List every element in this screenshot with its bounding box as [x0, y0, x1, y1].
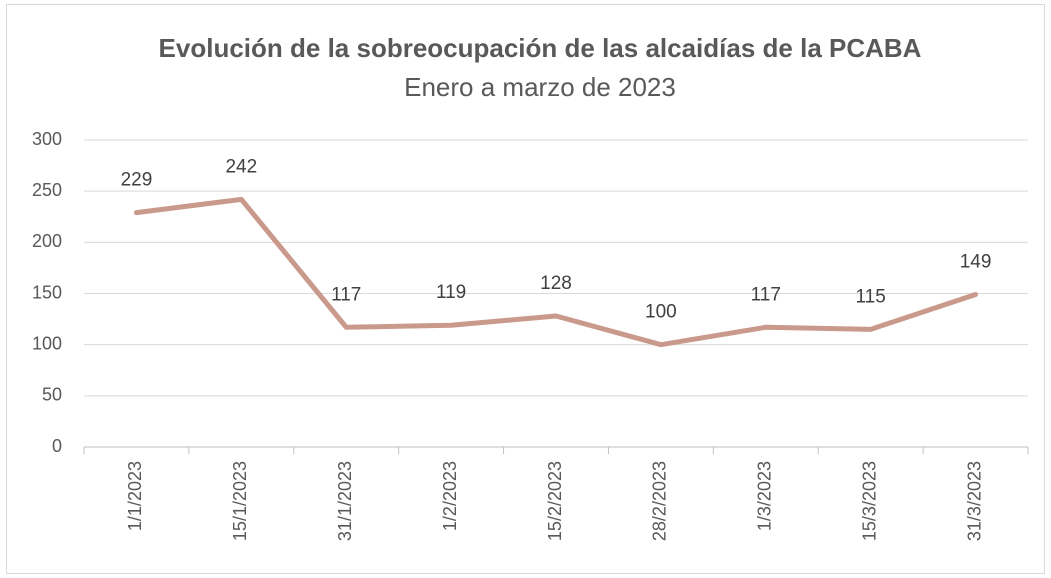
- x-tick-label: 28/2/2023: [650, 461, 670, 541]
- y-tick-label: 150: [32, 282, 62, 302]
- data-label: 117: [751, 284, 781, 305]
- y-tick-label: 200: [32, 231, 62, 251]
- data-label: 115: [856, 286, 886, 307]
- y-tick-label: 50: [42, 385, 62, 405]
- x-tick-label: 1/3/2023: [755, 461, 775, 531]
- chart-subtitle: Enero a marzo de 2023: [404, 72, 676, 102]
- y-tick-label: 250: [32, 180, 62, 200]
- x-tick-label: 31/1/2023: [335, 461, 355, 541]
- data-label: 119: [436, 282, 466, 303]
- data-label: 229: [121, 170, 153, 191]
- x-tick-label: 31/3/2023: [964, 461, 984, 541]
- data-line: [133, 196, 979, 348]
- data-label: 128: [540, 273, 572, 294]
- data-label: 149: [960, 252, 992, 273]
- y-tick-label: 100: [32, 333, 62, 353]
- x-tick-label: 1/1/2023: [125, 461, 145, 531]
- x-tick-label: 1/2/2023: [440, 461, 460, 531]
- data-label: 242: [225, 156, 257, 177]
- x-tick-label: 15/1/2023: [230, 461, 250, 541]
- y-tick-label: 300: [32, 129, 62, 149]
- x-tick-label: 15/3/2023: [859, 461, 879, 541]
- chart-border: [6, 4, 1045, 574]
- data-label: 117: [331, 284, 361, 305]
- y-tick-label: 0: [52, 436, 62, 456]
- x-tick-label: 15/2/2023: [545, 461, 565, 541]
- chart-title: Evolución de la sobreocupación de las al…: [159, 33, 922, 63]
- data-label: 100: [645, 302, 677, 323]
